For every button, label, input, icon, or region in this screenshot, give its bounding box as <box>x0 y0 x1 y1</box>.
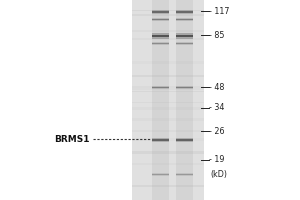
Bar <box>176 11 193 13</box>
Bar <box>152 43 169 45</box>
Bar <box>176 43 193 45</box>
Bar <box>176 33 193 36</box>
Bar <box>176 87 193 88</box>
Bar <box>152 11 169 13</box>
Bar <box>152 12 169 14</box>
Bar <box>132 107 204 110</box>
Bar <box>152 18 169 19</box>
Bar <box>132 30 204 32</box>
Bar <box>152 43 169 44</box>
Bar <box>152 174 169 175</box>
Bar <box>152 88 169 89</box>
Bar <box>176 174 193 175</box>
Bar <box>176 0 193 200</box>
Bar <box>152 174 169 176</box>
Bar <box>152 19 169 21</box>
Bar <box>176 35 193 37</box>
Bar <box>176 10 193 12</box>
Bar <box>132 118 204 120</box>
Text: BRMS1: BRMS1 <box>55 134 90 144</box>
Bar <box>152 139 169 141</box>
Bar <box>132 130 204 132</box>
Bar <box>132 86 204 88</box>
Bar <box>152 86 169 88</box>
Bar <box>132 138 204 141</box>
Bar <box>152 19 169 20</box>
Text: - 117: - 117 <box>209 6 230 16</box>
Bar <box>152 36 169 39</box>
Bar <box>176 86 193 88</box>
Bar <box>152 33 169 36</box>
Bar <box>132 102 204 103</box>
Bar <box>132 10 204 11</box>
Bar <box>132 38 204 40</box>
Bar <box>152 35 169 37</box>
Bar <box>176 18 193 19</box>
Bar <box>176 139 193 141</box>
Bar <box>132 163 204 165</box>
Bar <box>176 12 193 14</box>
Bar <box>152 10 169 12</box>
Bar <box>132 185 204 187</box>
Bar <box>152 138 169 140</box>
Bar <box>132 120 204 121</box>
Bar <box>132 151 204 154</box>
Text: - 48: - 48 <box>209 83 225 92</box>
Bar <box>132 75 204 77</box>
Bar <box>152 87 169 88</box>
Text: - 19: - 19 <box>209 156 225 164</box>
Bar <box>176 174 193 176</box>
Text: (kD): (kD) <box>210 170 227 179</box>
Bar <box>176 43 193 44</box>
Text: - 26: - 26 <box>209 127 225 136</box>
Bar <box>176 42 193 43</box>
Bar <box>176 19 193 20</box>
Bar <box>132 88 204 90</box>
Bar <box>132 91 204 92</box>
Text: - 34: - 34 <box>209 104 225 112</box>
Bar <box>176 36 193 39</box>
Bar <box>176 19 193 21</box>
Bar <box>132 61 204 64</box>
Bar <box>152 0 169 200</box>
Bar <box>132 14 204 16</box>
Bar <box>132 0 204 200</box>
Bar <box>176 140 193 142</box>
Bar <box>152 173 169 174</box>
Bar <box>152 140 169 142</box>
Bar <box>176 173 193 174</box>
Bar <box>176 138 193 140</box>
Bar <box>176 88 193 89</box>
Text: - 85: - 85 <box>209 30 225 40</box>
Bar <box>152 42 169 43</box>
